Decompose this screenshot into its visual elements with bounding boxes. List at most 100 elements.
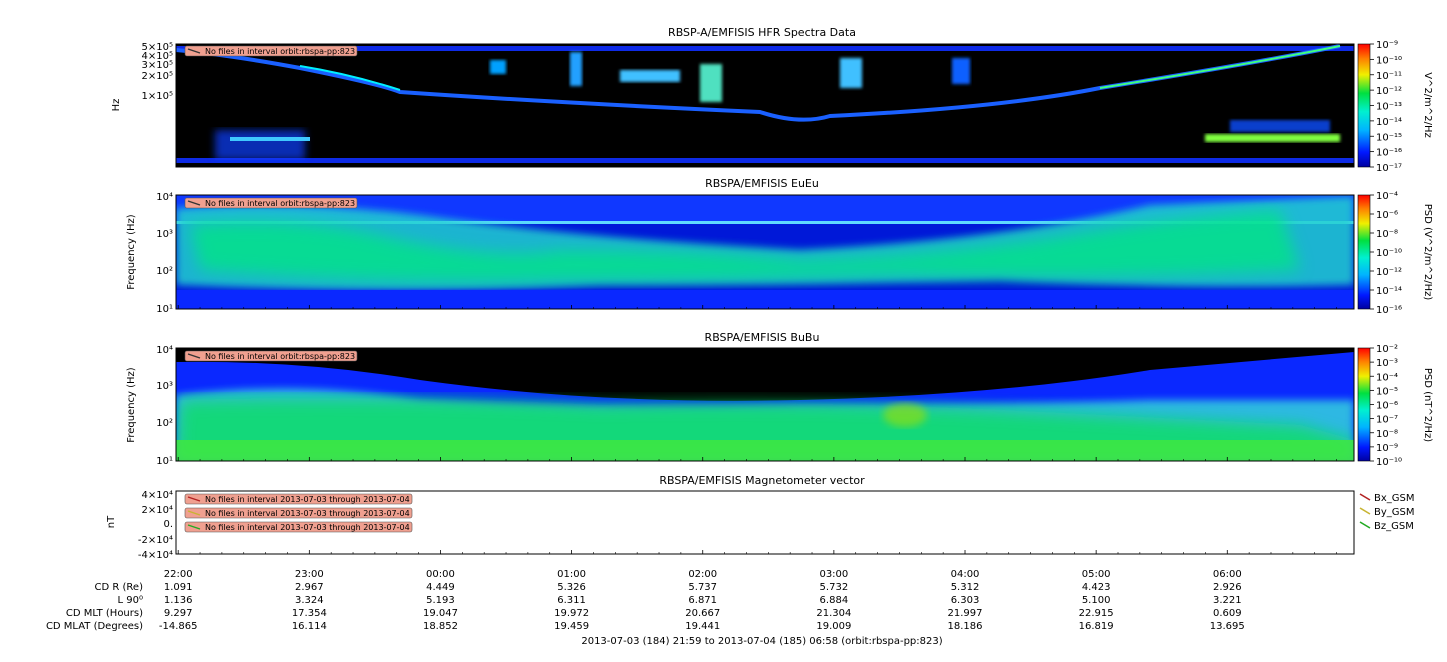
colorbar-tick-label: 10⁻⁶	[1376, 210, 1398, 221]
colorbar-hfr: 10⁻⁹ 10⁻¹⁰ 10⁻¹¹ 10⁻¹² 10⁻¹³ 10⁻¹⁴ 10⁻¹⁵ 10⁻¹⁶ 1…	[1357, 40, 1433, 174]
ephemeris-value: 18.186	[948, 621, 983, 632]
colorbar-tick-label: 10⁻⁷	[1376, 415, 1398, 426]
colorbar-tick-label: 10⁻¹⁷	[1376, 163, 1402, 174]
tick-label: 5×10⁵	[142, 42, 173, 53]
ephemeris-value: 21.997	[948, 608, 983, 619]
tick-label: 10²	[156, 266, 173, 277]
tick-label: 3×10⁵	[142, 60, 173, 71]
ephemeris-value: 2.967	[295, 582, 324, 593]
no-files-note: No files in interval orbit:rbspa-pp:823	[184, 197, 358, 209]
time-ticks: 22:00 23:00 00:00 01:00 02:00 03:00 04:00 05:00…	[164, 163, 1337, 580]
colorbar-eueu: 10⁻⁴ 10⁻⁶ 10⁻⁸ 10⁻¹⁰ 10⁻¹² 10⁻¹⁴ 10⁻¹⁶ PSD (V^…	[1357, 191, 1433, 316]
ephemeris-value: 4.423	[1082, 582, 1111, 593]
ephemeris-value: 2.926	[1213, 582, 1242, 593]
colorbar-tick-label: 10⁻¹⁰	[1376, 248, 1402, 259]
colorbar-tick-label: 10⁻⁶	[1376, 401, 1398, 412]
y-axis-label: nT	[106, 515, 117, 528]
colorbar-label: PSD (nT^2/Hz)	[1422, 368, 1433, 442]
ephemeris-value: 4.449	[426, 582, 455, 593]
ephemeris-value: 6.871	[688, 595, 717, 606]
x-tick-label: 04:00	[951, 569, 980, 580]
note-text: No files in interval 2013-07-03 through …	[205, 495, 410, 504]
colorbar-tick-label: 10⁻⁵	[1376, 386, 1398, 397]
colorbar-tick-label: 10⁻³	[1376, 358, 1398, 369]
svg-text:No files in interval orbit:rbs: No files in interval orbit:rbspa-pp:823	[205, 352, 355, 361]
y-axis-bubu: 10⁴ 10³ 10² 10¹ Frequency (Hz)	[126, 345, 173, 467]
ephemeris-value: 16.114	[292, 621, 327, 632]
ephemeris-value: 3.221	[1213, 595, 1242, 606]
spectrogram-hfr	[176, 44, 1354, 167]
colorbar-label: PSD (V^2/m^2/Hz)	[1422, 204, 1433, 301]
ephemeris-value: 5.193	[426, 595, 455, 606]
note-text: No files in interval 2013-07-03 through …	[205, 523, 410, 532]
colorbar-tick-label: 10⁻¹¹	[1376, 71, 1402, 82]
colorbar-tick-label: 10⁻¹⁶	[1376, 148, 1402, 159]
x-tick-label: 02:00	[688, 569, 717, 580]
ephemeris-value: 19.459	[554, 621, 589, 632]
colorbar-tick-label: 10⁻¹⁰	[1376, 55, 1402, 66]
mag-notes: No files in interval 2013-07-03 through …	[184, 493, 413, 533]
tick-label: -4×10⁴	[138, 550, 173, 561]
colorbar-label: V^2/m^2/Hz	[1422, 72, 1433, 138]
colorbar-tick-label: 10⁻¹²	[1376, 267, 1402, 278]
colorbar-tick-label: 10⁻⁹	[1376, 40, 1398, 51]
no-files-note: No files in interval orbit:rbspa-pp:823	[184, 45, 358, 57]
ephemeris-value: 13.695	[1210, 621, 1245, 632]
tick-label: 4×10⁴	[142, 490, 173, 501]
ephemeris-value: 22.915	[1079, 608, 1114, 619]
ephemeris-value: 9.297	[164, 608, 193, 619]
ephemeris-label: CD MLT (Hours)	[66, 608, 143, 619]
colorbar-tick-label: 10⁻⁸	[1376, 429, 1398, 440]
ephemeris-value: 5.326	[557, 582, 586, 593]
x-tick-label: 05:00	[1082, 569, 1111, 580]
colorbar-tick-label: 10⁻¹⁴	[1376, 117, 1402, 128]
ephemeris-value: 21.304	[816, 608, 851, 619]
colorbar-tick-label: 10⁻¹³	[1376, 102, 1402, 113]
ephemeris-value: 6.303	[951, 595, 980, 606]
tick-label: 10⁴	[156, 192, 173, 203]
tick-label: 0.	[163, 519, 173, 530]
spectrogram-bubu	[176, 348, 1354, 461]
ephemeris-value: 19.972	[554, 608, 589, 619]
x-tick-label: 22:00	[164, 569, 193, 580]
colorbar-tick-label: 10⁻¹²	[1376, 86, 1402, 97]
panel-title: RBSP-A/EMFISIS HFR Spectra Data	[668, 26, 856, 39]
colorbar-tick-label: 10⁻¹⁰	[1376, 457, 1402, 468]
tick-label: 2×10⁴	[142, 505, 173, 516]
tick-label: 10¹	[156, 304, 173, 315]
panel-title: RBSPA/EMFISIS EuEu	[705, 177, 819, 190]
ephemeris-value: 6.311	[557, 595, 586, 606]
colorbar-tick-label: 10⁻²	[1376, 344, 1398, 355]
y-axis-label: Frequency (Hz)	[126, 367, 137, 443]
plot-frame	[175, 347, 1355, 462]
panel-title: RBSPA/EMFISIS Magnetometer vector	[659, 474, 865, 487]
colorbar-tick-label: 10⁻¹⁵	[1376, 132, 1402, 143]
x-tick-label: 06:00	[1213, 569, 1242, 580]
y-axis-hfr: 5×10⁵ 4×10⁵ 3×10⁵ 2×10⁵ 1×10⁵ Hz	[111, 42, 173, 111]
plot-frame	[175, 43, 1355, 168]
y-axis-eueu: 10⁴ 10³ 10² 10¹ Frequency (Hz)	[126, 192, 173, 315]
legend-entry: Bx_GSM	[1374, 493, 1415, 504]
ephemeris-table: CD R (Re) 1.091 2.967 4.449 5.326 5.737 5.732 5…	[46, 582, 1245, 632]
ephemeris-value: 1.136	[164, 595, 193, 606]
tick-label: -2×10⁴	[138, 535, 173, 546]
ephemeris-value: 0.609	[1213, 608, 1242, 619]
ephemeris-value: 19.009	[816, 621, 851, 632]
ephemeris-value: 5.100	[1082, 595, 1111, 606]
y-axis-label: Hz	[111, 99, 122, 112]
colorbar-tick-label: 10⁻⁴	[1376, 191, 1398, 202]
note-text: No files in interval 2013-07-03 through …	[205, 509, 410, 518]
no-files-note: No files in interval orbit:rbspa-pp:823	[184, 350, 358, 362]
x-tick-label: 01:00	[557, 569, 586, 580]
ephemeris-value: 1.091	[164, 582, 193, 593]
ephemeris-label: CD MLAT (Degrees)	[46, 621, 143, 632]
legend-entry: By_GSM	[1374, 507, 1415, 518]
ephemeris-value: -14.865	[159, 621, 198, 632]
colorbar-tick-label: 10⁻⁸	[1376, 229, 1398, 240]
svg-text:No files in interval orbit:rbs: No files in interval orbit:rbspa-pp:823	[205, 47, 355, 56]
colorbar-tick-label: 10⁻⁹	[1376, 443, 1398, 454]
tick-label: 10³	[156, 229, 173, 240]
ephemeris-value: 3.324	[295, 595, 324, 606]
tick-label: 2×10⁵	[142, 71, 173, 82]
